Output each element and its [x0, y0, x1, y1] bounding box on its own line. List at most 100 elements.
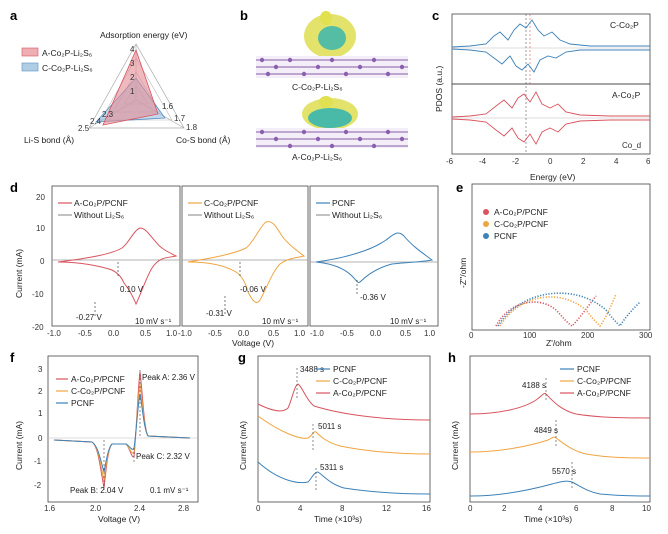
xtick-d3-0: -1.0 [310, 329, 324, 338]
axis-li-s: Li-S bond (Å) [24, 135, 74, 145]
slab-top [256, 56, 408, 78]
label-a-co2p: A-Co₂P [612, 90, 641, 100]
label-c-co2p-li2s6: C-Co₂P-Li₂S₆ [292, 82, 343, 92]
xtick-c-1: -4 [479, 157, 487, 166]
xtick-f-1: 2.0 [90, 504, 102, 513]
xticks-d2: -1.0 -0.5 0.0 0.5 1.0 [178, 329, 306, 338]
xtick-h-1: 2 [502, 504, 507, 513]
ytick-d-4: -20 [32, 323, 44, 332]
legend-d2-0: C-Co₂P/PCNF [204, 198, 258, 208]
pot-g-a-co2p [257, 383, 431, 421]
xlabel-h: Time (×10³s) [524, 514, 572, 524]
xtick-h-0: 0 [468, 504, 473, 513]
nyquist-pcnf [497, 292, 641, 328]
cv-f-c-co2p [53, 383, 191, 481]
rate-d3: 10 mV s⁻¹ [390, 317, 427, 326]
xtick-g-3: 12 [382, 504, 391, 513]
label-co-d: Co_d [622, 141, 641, 150]
ytick-d-2: 0 [40, 257, 45, 266]
xtick-c-3: 0 [548, 157, 553, 166]
legend-d3-0: PCNF [332, 198, 355, 208]
pot-h-pcnf [469, 480, 651, 497]
pot-h-c-co2p [469, 436, 651, 459]
ylabel-f: Current (mA) [14, 421, 24, 470]
legend-d3-1: Without Li₂S₆ [332, 210, 382, 220]
panel-label-b: b [240, 8, 248, 23]
legend-f-0: A-Co₂P/PCNF [71, 374, 125, 384]
pdos-c-up [451, 19, 650, 48]
ytick-f-5: -2 [34, 481, 42, 490]
label-a-co2p-li2s6: A-Co₂P-Li₂S₆ [292, 152, 342, 162]
legend-e-2: PCNF [494, 231, 517, 241]
legend-g-0: PCNF [333, 364, 356, 374]
xtick-d3-4: 1.0 [424, 329, 436, 338]
xtick-d2-0: -1.0 [178, 329, 192, 338]
ytick-f-0: 3 [38, 365, 43, 374]
ann-h-2: 5570 s [552, 467, 576, 476]
xtick-d2-1: -0.5 [208, 329, 222, 338]
pdos-a-up [451, 91, 650, 118]
xticks-f: 1.6 2.0 2.4 2.8 [44, 504, 190, 513]
panel-label-h: h [448, 350, 456, 365]
xlabel-g: Time (×10³s) [314, 514, 362, 524]
legend-c-co2p: C-Co₂P-Li₂S₆ [42, 63, 93, 73]
legend-g-2: A-Co₂P/PCNF [333, 388, 387, 398]
xtick-g-0: 0 [256, 504, 261, 513]
xlabel-d: Voltage (V) [232, 338, 274, 348]
panel-e: e -Z''/ohm Z'/ohm 0 100 200 300 A-Co₂P/P… [456, 180, 653, 348]
xticks-g: 0 4 8 12 16 [256, 504, 431, 513]
xtick-d1-2: 0.0 [108, 329, 120, 338]
xtick-d3-1: -0.5 [340, 329, 354, 338]
ytick-f-2: 1 [38, 409, 43, 418]
panel-d: d Current (mA) 20 10 0 -10 -20 Voltage (… [10, 180, 439, 348]
panel-label-d: d [10, 180, 18, 195]
xtick-h-4: 8 [610, 504, 615, 513]
ann-h-1: 4849 s [534, 426, 558, 435]
legend-d1-1: Without Li₂S₆ [74, 210, 124, 220]
legend-h-1: C-Co₂P/PCNF [577, 376, 631, 386]
cv-pcnf [315, 232, 434, 283]
yticks-d: 20 10 0 -10 -20 [32, 193, 45, 332]
xtick-c-0: -6 [446, 157, 454, 166]
tick-a-left-0: 2.5 [78, 124, 90, 133]
pdos-a-down [451, 118, 650, 145]
xtick-e-1: 100 [523, 331, 537, 340]
xtick-d2-2: 0.0 [238, 329, 250, 338]
ann-d1-0: 0.10 V [120, 285, 144, 294]
ytick-f-3: 0 [38, 434, 43, 443]
legend-f-2: PCNF [71, 398, 94, 408]
panel-c: c C-Co₂P A-Co₂P Co_d PDOS (a.u.) Energy … [432, 8, 651, 182]
ann-h-0: 4188 s [522, 381, 546, 390]
ann-g-1: 5011 s [318, 422, 341, 431]
panel-g: g Current (mA) Time (×10³s) 0 4 8 12 16 … [238, 350, 431, 524]
tick-a-top-2: 2 [130, 73, 135, 82]
cv-a-co2p [57, 227, 178, 306]
tick-a-top-3: 1 [130, 87, 135, 96]
panel-f: f Current (mA) Voltage (V) 3 2 1 0 -1 -2… [10, 350, 199, 524]
ann-g-2: 5311 s [320, 463, 343, 472]
xtick-d3-2: 0.0 [370, 329, 382, 338]
xlabel-f: Voltage (V) [98, 514, 140, 524]
xticks-h: 0 2 4 6 8 10 [468, 504, 651, 513]
legend-h-0: PCNF [577, 364, 600, 374]
ann-f-peak-c: Peak C: 2.32 V [136, 452, 190, 461]
xtick-e-3: 300 [639, 331, 653, 340]
rate-d1: 10 mV s⁻¹ [135, 317, 172, 326]
slab-bottom [256, 128, 408, 149]
tick-a-left-1: 2.4 [90, 117, 102, 126]
xtick-d1-4: 1.0 [166, 329, 178, 338]
ann-g-0: 3488 s [300, 365, 324, 374]
axis-co-s: Co-S bond (Å) [176, 135, 230, 145]
tick-a-right-2: 1.8 [186, 123, 198, 132]
ann-d3-0: -0.36 V [360, 293, 386, 302]
legend-h-2: A-Co₂P/PCNF [577, 388, 631, 398]
ann-d2-0: -0.06 V [240, 285, 266, 294]
xtick-g-4: 16 [422, 504, 431, 513]
panel-label-g: g [238, 350, 246, 365]
axis-adsorption: Adsorption energy (eV) [100, 30, 188, 40]
xtick-c-4: 2 [581, 157, 586, 166]
ann-f-rate: 0.1 mV s⁻¹ [150, 486, 189, 495]
tick-a-left-2: 2.3 [102, 110, 114, 119]
rate-d2: 10 mV s⁻¹ [262, 317, 299, 326]
